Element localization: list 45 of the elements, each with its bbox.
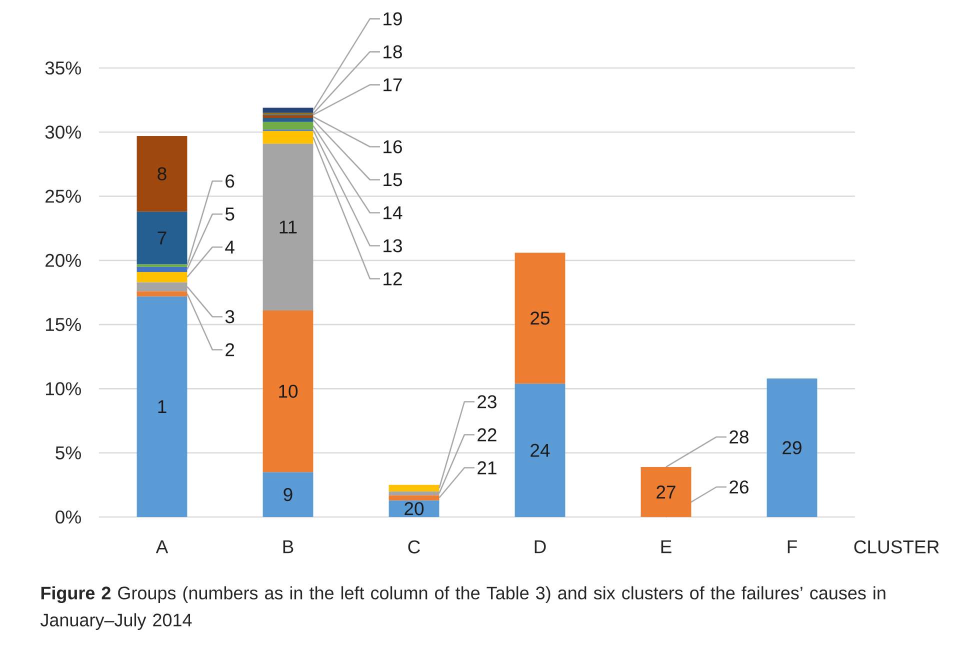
- x-tick-label: D: [534, 540, 546, 554]
- series-label: 27: [656, 486, 676, 498]
- x-tick-label: A: [156, 540, 168, 554]
- series-label: 29: [782, 441, 802, 454]
- series-label: 25: [530, 312, 550, 325]
- text: 21: [478, 461, 496, 474]
- text: 13: [384, 239, 402, 252]
- series-label: 11: [280, 220, 297, 234]
- x-tick-label: B: [283, 540, 294, 554]
- text: 14: [384, 206, 402, 220]
- text: 15: [384, 173, 402, 186]
- annotation: 28: [730, 430, 748, 444]
- series-label: 1: [158, 400, 166, 414]
- y-tick-label: 30%: [45, 126, 81, 139]
- x-tick-label: F: [788, 540, 797, 554]
- x-tick-label: C: [408, 540, 420, 554]
- y-tick-label: 35%: [45, 61, 81, 75]
- text: 22: [478, 428, 496, 442]
- text: 6: [226, 174, 234, 188]
- series-label: 9: [284, 488, 292, 502]
- y-tick-label: 15%: [46, 318, 81, 332]
- x-axis-title: CLUSTER: [854, 540, 939, 554]
- text: 2: [226, 343, 234, 356]
- series-label: 20: [404, 502, 424, 516]
- text: 16: [384, 140, 402, 154]
- x-tick-label: E: [661, 540, 672, 554]
- annotation: 26: [730, 480, 748, 494]
- text: Figure 2 Groups (numbers as in the left column of the Table 3) and six clusters of the failures’ causes in January–July 2014: [40, 586, 886, 630]
- y-tick-label: 25%: [46, 190, 81, 203]
- text: 5: [225, 208, 234, 221]
- text: 4: [225, 240, 234, 254]
- text: 12: [384, 272, 402, 286]
- y-tick-label: 5%: [56, 446, 81, 460]
- series-label: 24: [530, 444, 550, 457]
- series-label: 8: [158, 167, 166, 180]
- text: 3: [225, 310, 234, 324]
- text: 17: [384, 78, 402, 92]
- text: 23: [478, 395, 496, 408]
- series-label: 10: [279, 384, 298, 398]
- y-tick-label: 20%: [46, 254, 81, 267]
- y-tick-label: 10%: [46, 382, 81, 396]
- text: 18: [384, 45, 402, 58]
- series-label: 7: [158, 232, 166, 244]
- text: 19: [384, 12, 402, 26]
- y-tick-label: 0%: [56, 510, 81, 524]
